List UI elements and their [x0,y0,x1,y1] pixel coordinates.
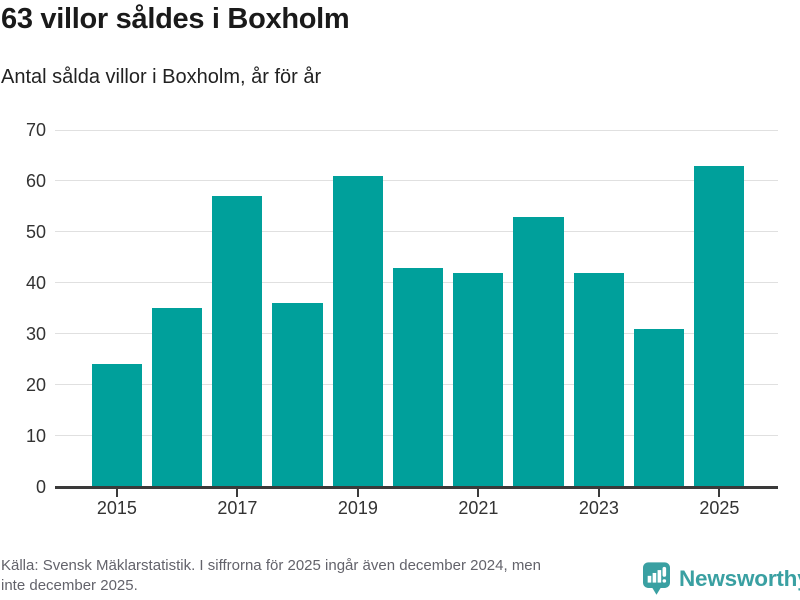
y-axis-tick-label: 30 [25,323,46,344]
gridline-50 [55,231,778,233]
y-axis-tick-label: 60 [25,170,46,191]
bar-2020 [392,267,444,487]
gridline-60 [55,180,778,182]
y-axis-tick-label: 50 [25,221,46,242]
x-axis-tick-2017 [236,488,239,497]
source-note-line-2: inte december 2025. [1,576,138,594]
x-axis-tick-label: 2023 [578,497,619,518]
bar-2024 [633,328,685,487]
gridline-70 [55,129,778,131]
chart-subtitle: Antal sålda villor i Boxholm, år för år [1,66,322,88]
bar-2017 [212,196,263,487]
chart-title: 63 villor såldes i Boxholm [1,3,350,35]
bar-2025 [694,165,745,487]
x-axis-tick-2025 [718,488,721,497]
bar-2019 [332,175,383,487]
bar-2022 [513,216,564,487]
x-axis-tick-label: 2025 [699,497,740,518]
bar-2023 [573,272,624,487]
bar-2021 [453,272,504,487]
y-axis-tick-label: 20 [25,374,46,395]
x-axis-tick-label: 2015 [96,497,137,518]
source-note: Källa: Svensk Mäklarstatistik. I siffror… [1,556,541,595]
x-axis-tick-2015 [115,488,118,497]
x-axis-tick-2019 [356,488,359,497]
newsworthy-logo[interactable]: Newsworthy [643,562,800,596]
x-axis-tick-2021 [477,488,480,497]
x-axis-tick-label: 2021 [458,497,499,518]
x-axis-tick-label: 2019 [337,497,378,518]
bar-2016 [151,308,203,487]
y-axis-tick-label: 0 [35,476,46,497]
y-axis-tick-label: 10 [25,425,46,446]
x-axis-tick-2023 [597,488,600,497]
newsworthy-bubble-barchart-icon [643,562,670,596]
x-axis-line [55,485,778,489]
source-note-line-1: Källa: Svensk Mäklarstatistik. I siffror… [1,557,541,574]
y-axis-tick-label: 40 [25,272,46,293]
y-axis-tick-label: 70 [25,120,46,140]
x-axis-tick-label: 2017 [217,497,258,518]
bar-2015 [91,364,142,487]
newsworthy-logo-text: Newsworthy [679,566,800,591]
bar-2018 [272,303,323,487]
